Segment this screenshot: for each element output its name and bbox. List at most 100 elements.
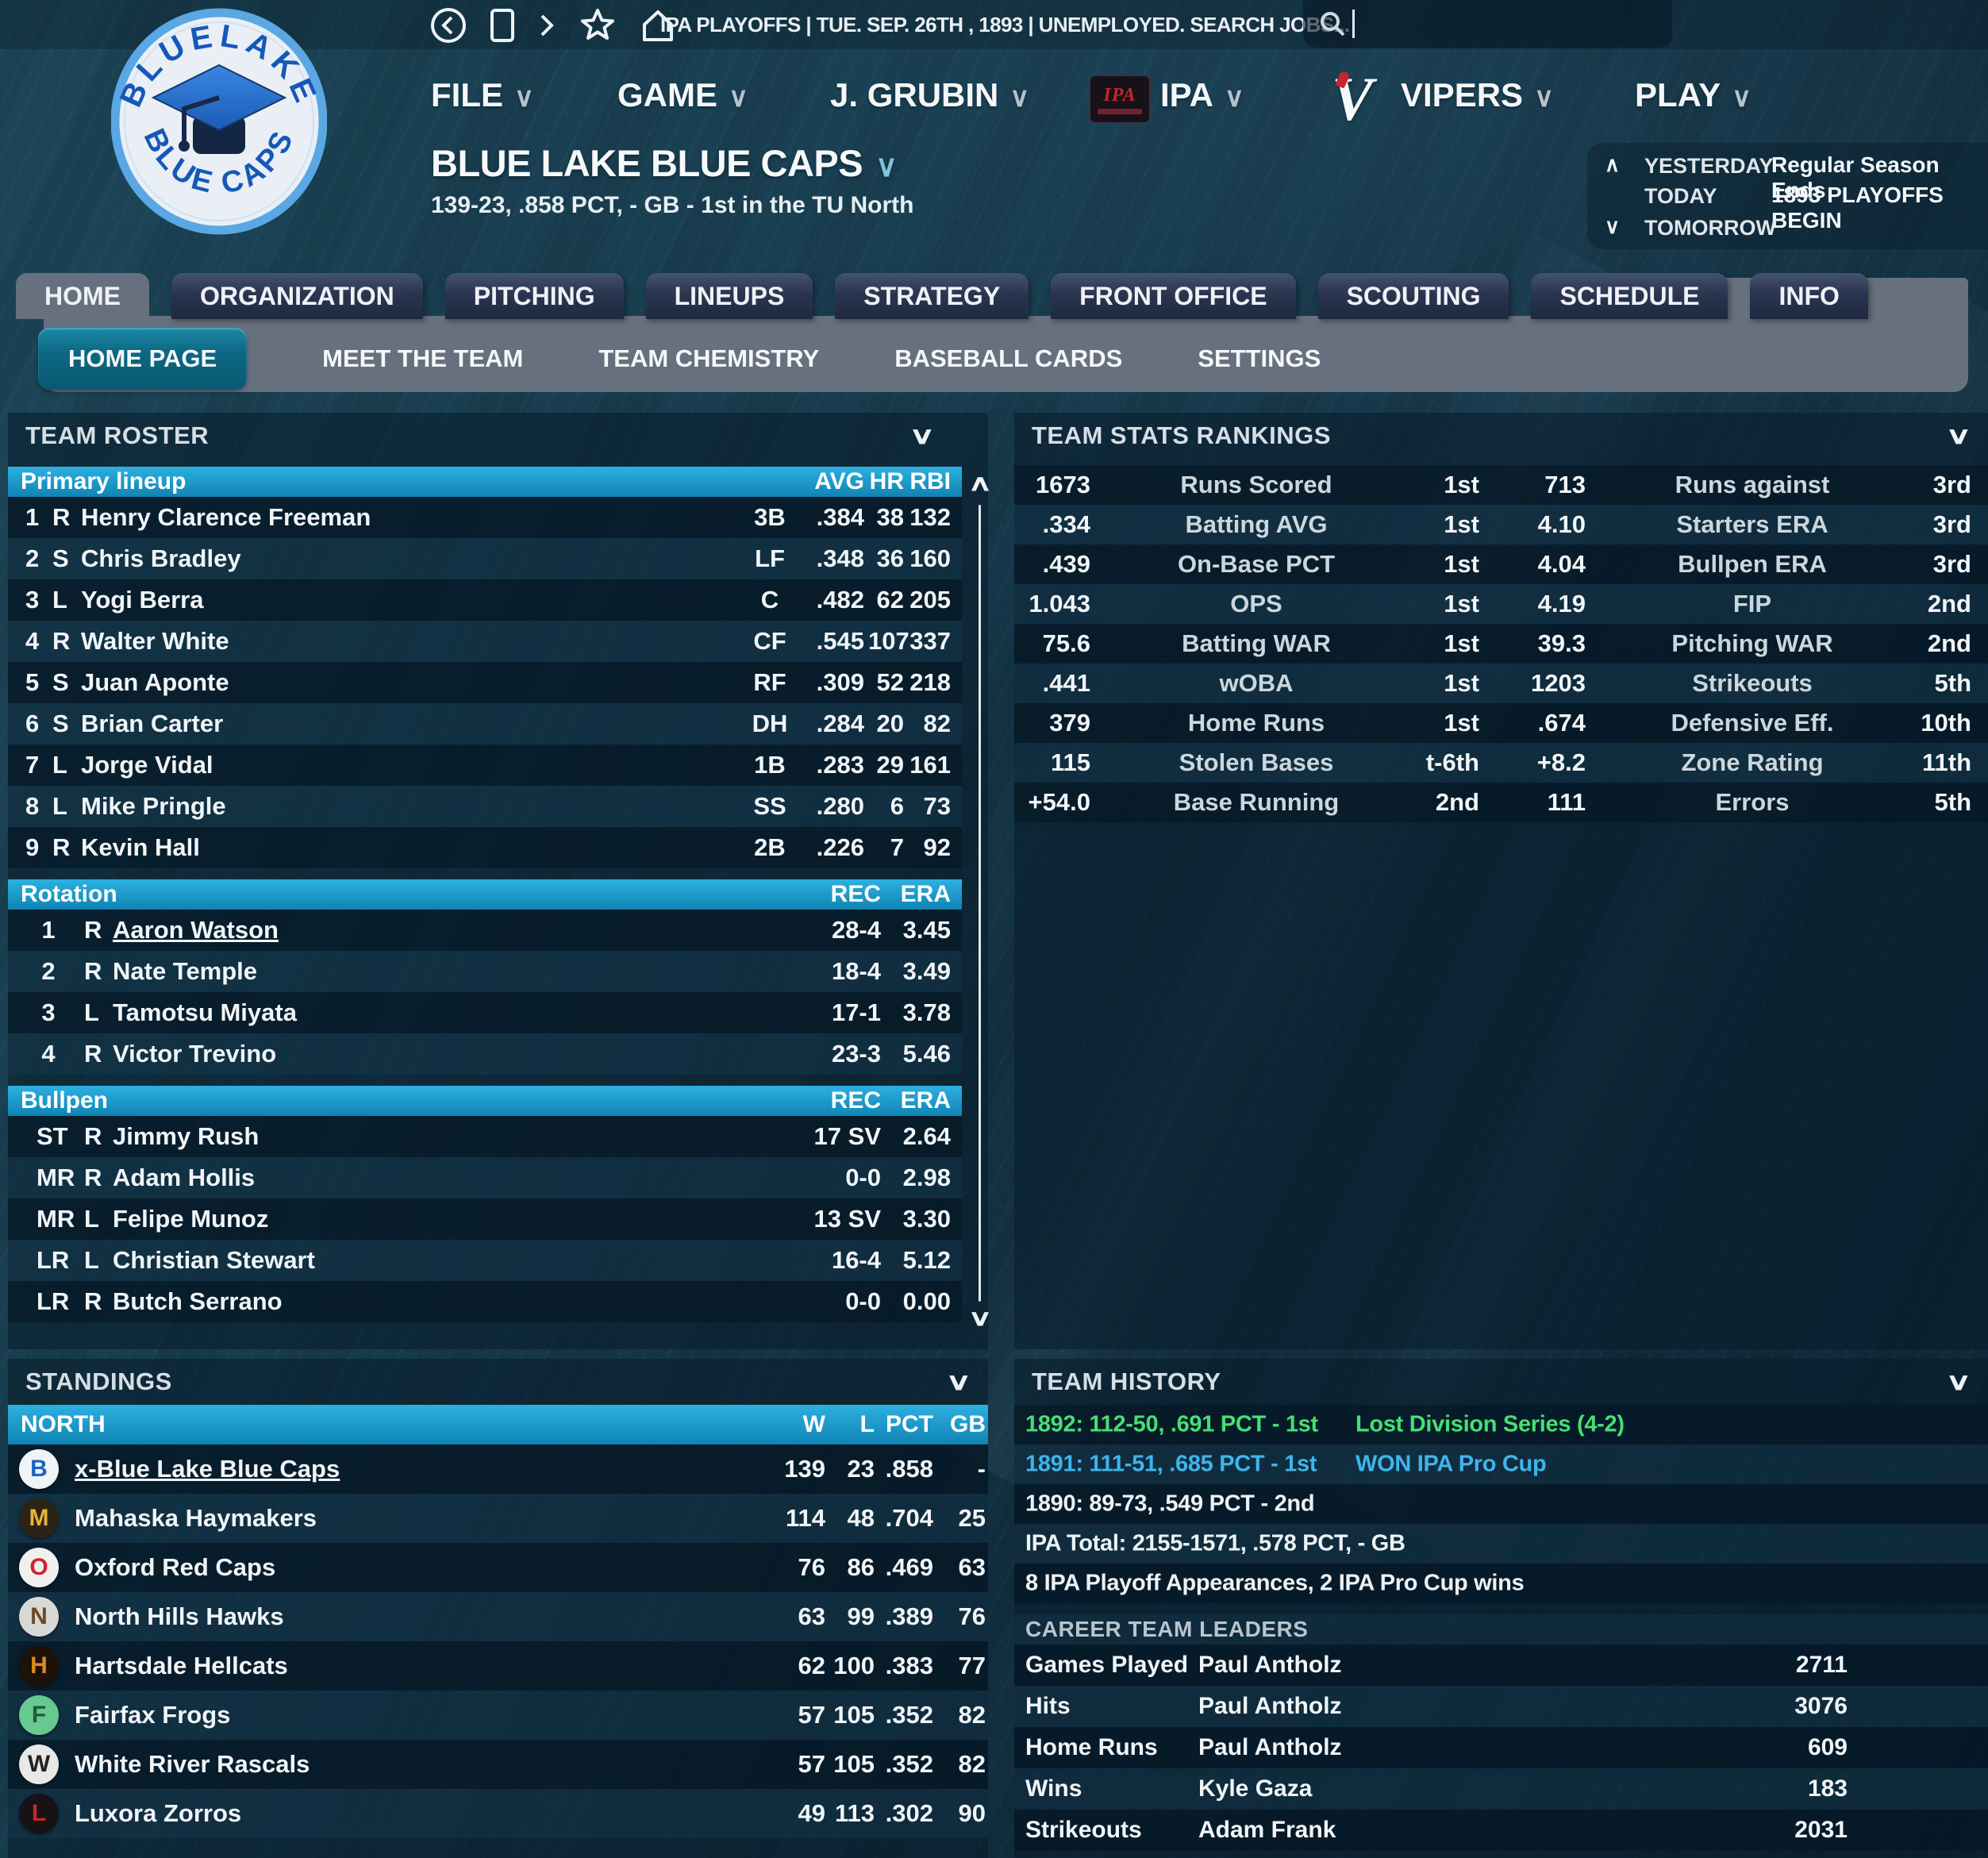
lineup-row[interactable]: 6 S Brian Carter DH .284 20 82: [8, 703, 962, 744]
standings-row[interactable]: B x-Blue Lake Blue Caps 139 23 .858 -: [8, 1444, 988, 1494]
stat-ranking-row[interactable]: 1.043 OPS 1st 4.19 FIP 2nd: [1014, 584, 1988, 624]
bullpen-row[interactable]: LR R Butch Serrano 0-0 0.00: [8, 1281, 962, 1322]
forward-icon[interactable]: [536, 8, 557, 43]
tab[interactable]: SCOUTING: [1317, 273, 1509, 319]
panel-collapse-icon[interactable]: [945, 1368, 972, 1396]
rotation-row[interactable]: 3 L Tamotsu Miyata 17-1 3.78: [8, 992, 962, 1033]
tab[interactable]: INFO: [1750, 273, 1868, 319]
menu-manager[interactable]: J. GRUBIN: [830, 76, 1029, 114]
lineup-row[interactable]: 8 L Mike Pringle SS .280 6 73: [8, 786, 962, 827]
standings-row[interactable]: H Hartsdale Hellcats 62 100 .383 77: [8, 1641, 988, 1691]
stat-ranking-row[interactable]: .334 Batting AVG 1st 4.10 Starters ERA 3…: [1014, 505, 1988, 544]
bullpen-row[interactable]: MR R Adam Hollis 0-0 2.98: [8, 1157, 962, 1198]
lineup-row[interactable]: 3 L Yogi Berra C .482 62 205: [8, 579, 962, 621]
stat-value: .674: [1537, 709, 1586, 737]
standings-row[interactable]: W White River Rascals 57 105 .352 82: [8, 1740, 988, 1789]
lineup-row[interactable]: 9 R Kevin Hall 2B .226 7 92: [8, 827, 962, 868]
sub-tab[interactable]: BASEBALL CARDS: [894, 344, 1122, 373]
chevron-down-icon: [729, 83, 748, 113]
panel-collapse-icon[interactable]: [1945, 422, 1972, 450]
history-row[interactable]: IPA Total: 2155-1571, .578 PCT, - GB: [1014, 1524, 1988, 1564]
standings-row[interactable]: L Luxora Zorros 49 113 .302 90: [8, 1789, 988, 1838]
hr-value: 20: [876, 710, 904, 737]
panel-collapse-icon[interactable]: [909, 422, 936, 450]
tab[interactable]: SCHEDULE: [1531, 273, 1728, 319]
menu-league[interactable]: IPA: [1160, 76, 1244, 114]
stat-ranking-row[interactable]: .441 wOBA 1st 1203 Strikeouts 5th: [1014, 664, 1988, 703]
panel-collapse-icon[interactable]: [1945, 1368, 1972, 1396]
menu-team[interactable]: VIPERS: [1401, 76, 1554, 114]
stat-name: Runs against: [1675, 471, 1830, 498]
lineup-row[interactable]: 4 R Walter White CF .545 107 337: [8, 621, 962, 662]
standings-row[interactable]: N North Hills Hawks 63 99 .389 76: [8, 1592, 988, 1641]
history-row[interactable]: 8 IPA Playoff Appearances, 2 IPA Pro Cup…: [1014, 1564, 1988, 1603]
rotation-row[interactable]: 4 R Victor Trevino 23-3 5.46: [8, 1033, 962, 1075]
stat-ranking-row[interactable]: 75.6 Batting WAR 1st 39.3 Pitching WAR 2…: [1014, 624, 1988, 664]
home-icon[interactable]: [638, 6, 678, 45]
standings-row[interactable]: O Oxford Red Caps 76 86 .469 63: [8, 1543, 988, 1592]
scrollbar-track[interactable]: [979, 505, 981, 1302]
stat-value: .439: [1042, 550, 1090, 578]
career-leader-row[interactable]: Home Runs Paul Antholz 609: [1014, 1727, 1988, 1768]
standings-row[interactable]: M Mahaska Haymakers 114 48 .704 25: [8, 1494, 988, 1543]
era-value: 5.46: [902, 1040, 951, 1067]
sub-tab[interactable]: SETTINGS: [1198, 344, 1321, 373]
standings-row[interactable]: F Fairfax Frogs 57 105 .352 82: [8, 1691, 988, 1740]
menu-play[interactable]: PLAY: [1635, 76, 1752, 114]
stat-name: Bullpen ERA: [1678, 550, 1827, 578]
stat-ranking-row[interactable]: 115 Stolen Bases t-6th +8.2 Zone Rating …: [1014, 743, 1988, 783]
stat-ranking-row[interactable]: .439 On-Base PCT 1st 4.04 Bullpen ERA 3r…: [1014, 544, 1988, 584]
stat-ranking-row[interactable]: 379 Home Runs 1st .674 Defensive Eff. 10…: [1014, 703, 1988, 743]
history-row[interactable]: 1892: 112-50, .691 PCT - 1st Lost Divisi…: [1014, 1405, 1988, 1444]
lineup-row[interactable]: 5 S Juan Aponte RF .309 52 218: [8, 662, 962, 703]
chevron-down-icon: [1009, 83, 1029, 113]
era-value: 3.30: [902, 1205, 951, 1233]
career-leader-row[interactable]: Strikeouts Adam Frank 2031: [1014, 1810, 1988, 1851]
sub-tab[interactable]: HOME PAGE: [38, 328, 248, 390]
tab[interactable]: ORGANIZATION: [171, 273, 423, 319]
lineup-row[interactable]: 7 L Jorge Vidal 1B .283 29 161: [8, 744, 962, 786]
team-name: Oxford Red Caps: [75, 1553, 276, 1581]
scroll-down-icon[interactable]: [965, 1305, 996, 1333]
history-row[interactable]: 1890: 89-73, .549 PCT - 2nd: [1014, 1484, 1988, 1524]
back-icon[interactable]: [429, 6, 468, 45]
gb-value: -: [977, 1455, 986, 1483]
career-leader-row[interactable]: Hits Paul Antholz 3076: [1014, 1686, 1988, 1727]
bullpen-row[interactable]: MR L Felipe Munoz 13 SV 3.30: [8, 1198, 962, 1240]
losses-value: 105: [833, 1750, 875, 1778]
search-input[interactable]: [1355, 10, 1644, 37]
lineup-row[interactable]: 1 R Henry Clarence Freeman 3B .384 38 13…: [8, 497, 962, 538]
tab[interactable]: HOME: [16, 273, 149, 319]
stat-ranking-row[interactable]: +54.0 Base Running 2nd 111 Errors 5th: [1014, 783, 1988, 822]
tab[interactable]: PITCHING: [444, 273, 624, 319]
leader-player: Paul Antholz: [1198, 1734, 1342, 1760]
throws-hand: L: [84, 1205, 99, 1233]
favorite-star-icon[interactable]: [578, 6, 617, 45]
scroll-up-icon[interactable]: [965, 470, 996, 498]
tab[interactable]: FRONT OFFICE: [1051, 273, 1296, 319]
rotation-row[interactable]: 1 R Aaron Watson 28-4 3.45: [8, 910, 962, 951]
team-logo-icon: O: [19, 1548, 59, 1587]
tab-label: SCOUTING: [1346, 281, 1481, 310]
menu-game[interactable]: GAME: [617, 76, 748, 114]
tab[interactable]: STRATEGY: [835, 273, 1029, 319]
bullpen-row[interactable]: LR L Christian Stewart 16-4 5.12: [8, 1240, 962, 1281]
stat-value: 115: [1050, 748, 1090, 776]
lineup-row[interactable]: 2 S Chris Bradley LF .348 36 160: [8, 538, 962, 579]
bullpen-row[interactable]: ST R Jimmy Rush 17 SV 2.64: [8, 1116, 962, 1157]
career-leader-row[interactable]: Wins Kyle Gaza 183: [1014, 1768, 1988, 1810]
sub-tab[interactable]: MEET THE TEAM: [322, 344, 523, 373]
page-title-team-name[interactable]: BLUE LAKE BLUE CAPS: [431, 141, 897, 185]
history-row[interactable]: 1891: 111-51, .685 PCT - 1st WON IPA Pro…: [1014, 1444, 1988, 1484]
pct-value: .469: [885, 1553, 933, 1581]
tab[interactable]: LINEUPS: [645, 273, 813, 319]
previous-day-icon[interactable]: ∧: [1605, 152, 1621, 176]
stat-ranking-row[interactable]: 1673 Runs Scored 1st 713 Runs against 3r…: [1014, 465, 1988, 505]
career-leader-row[interactable]: Games Played Paul Antholz 2711: [1014, 1645, 1988, 1686]
page-icon[interactable]: [489, 6, 516, 44]
sub-tab[interactable]: TEAM CHEMISTRY: [598, 344, 819, 373]
menu-file[interactable]: FILE: [431, 76, 534, 114]
rotation-row[interactable]: 2 R Nate Temple 18-4 3.49: [8, 951, 962, 992]
stat-name: Errors: [1715, 788, 1790, 816]
next-day-icon[interactable]: ∨: [1605, 214, 1621, 238]
